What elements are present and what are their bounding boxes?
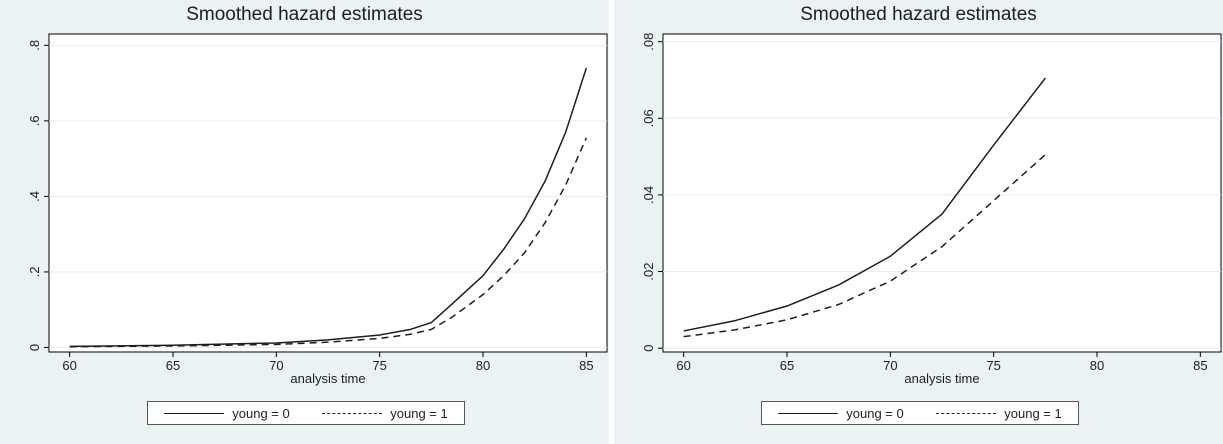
x-tick-label: 60 <box>676 358 690 373</box>
x-tick-label: 80 <box>476 358 490 373</box>
y-tick-label: 0 <box>27 344 42 351</box>
legend-label: young = 1 <box>1004 405 1062 421</box>
legend-item-series-0: young = 0 <box>164 405 290 421</box>
x-axis-label: analysis time <box>904 371 979 386</box>
legend-item-series-0: young = 0 <box>778 405 904 421</box>
y-tick-label: .6 <box>27 115 42 126</box>
series-line-1 <box>683 154 1046 338</box>
legend-key-solid <box>778 412 839 414</box>
y-tick-label: .04 <box>641 186 656 204</box>
legend-item-series-1: young = 1 <box>322 405 448 421</box>
line-chart-right: 0 .02 .04 .06 .08 60 65 70 75 80 85 analysis time <box>641 33 1222 386</box>
chart-panel-left: Smoothed hazard estimates 0 .2 .4 .6 .8 60 65 7… <box>0 0 609 444</box>
plot-area <box>662 33 1222 353</box>
chart-title: Smoothed hazard estimates <box>800 4 1037 25</box>
x-tick-label: 70 <box>883 358 897 373</box>
chart-title: Smoothed hazard estimates <box>186 4 423 25</box>
y-tick-label: .4 <box>27 191 42 202</box>
legend: young = 0 young = 1 <box>147 401 465 425</box>
x-axis-label: analysis time <box>290 371 365 386</box>
legend-label: young = 0 <box>846 405 904 421</box>
y-tick-label: 0 <box>641 345 656 352</box>
legend-item-series-1: young = 1 <box>936 405 1062 421</box>
plot-area <box>48 33 608 353</box>
x-tick-label: 75 <box>372 358 386 373</box>
y-tick-label: .02 <box>641 263 656 281</box>
x-tick-label: 75 <box>986 358 1000 373</box>
x-tick-label: 80 <box>1090 358 1104 373</box>
series-line-0 <box>683 77 1046 332</box>
legend: young = 0 young = 1 <box>761 401 1079 425</box>
y-tick-label: .8 <box>27 40 42 51</box>
x-tick-label: 65 <box>166 358 180 373</box>
series-line-0 <box>69 67 588 348</box>
x-tick-label: 60 <box>62 358 76 373</box>
x-tick-label: 70 <box>269 358 283 373</box>
line-chart-left: 0 .2 .4 .6 .8 60 65 70 75 80 85 analysis time <box>27 33 608 386</box>
legend-key-dashed <box>936 412 997 414</box>
y-tick-label: .2 <box>27 267 42 278</box>
y-tick-label: .06 <box>641 109 656 127</box>
legend-label: young = 1 <box>390 405 448 421</box>
x-tick-label: 65 <box>780 358 794 373</box>
legend-key-solid <box>164 412 225 414</box>
legend-label: young = 0 <box>232 405 290 421</box>
series-line-1 <box>69 137 588 348</box>
y-tick-label: .08 <box>641 33 656 51</box>
legend-key-dashed <box>322 412 383 414</box>
x-tick-label: 85 <box>579 358 593 373</box>
x-tick-label: 85 <box>1193 358 1207 373</box>
chart-panel-right: Smoothed hazard estimates 0 .02 .04 .06 .08 6… <box>614 0 1223 444</box>
